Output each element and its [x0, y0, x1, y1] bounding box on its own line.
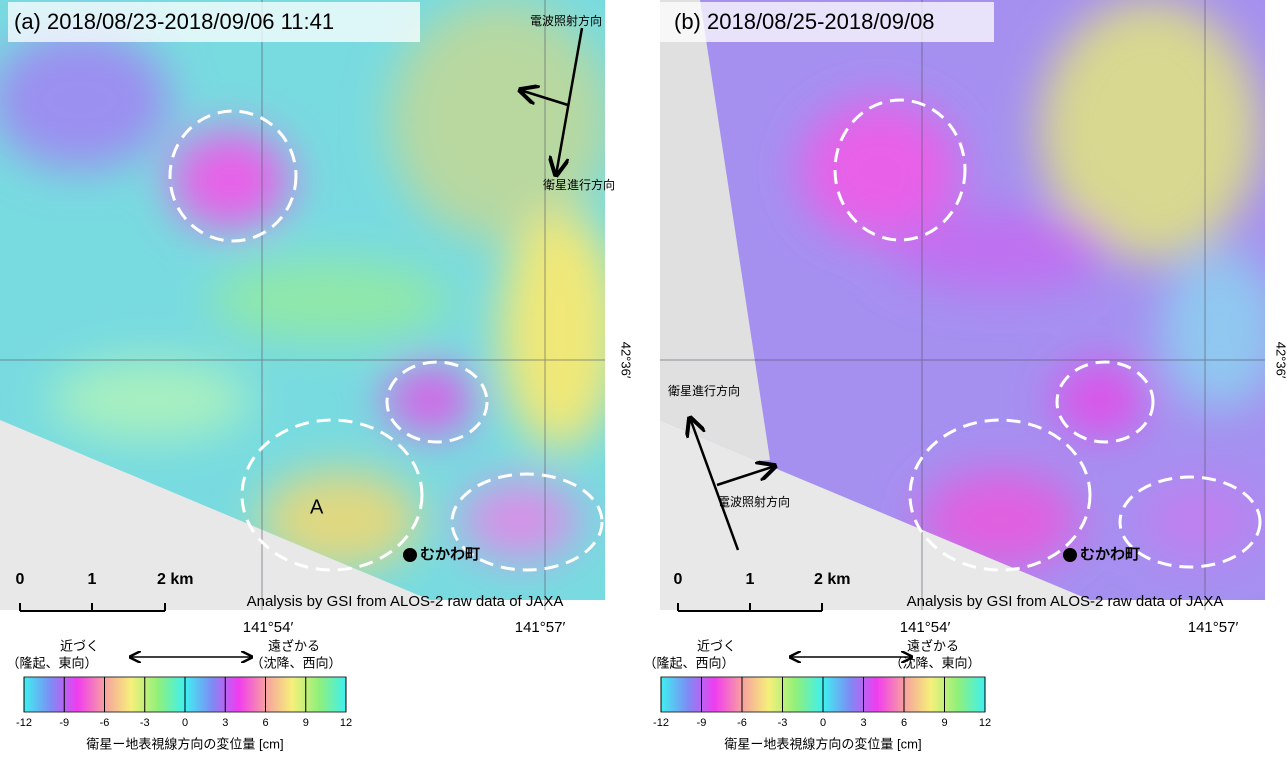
lat-label: 42°36′ [1274, 342, 1287, 379]
scale-label: 1 [746, 571, 755, 588]
colorbar-tick-label: -6 [100, 717, 110, 729]
legend-far-note: （沈降、西向） [250, 655, 341, 670]
flight-direction: 衛星進行方向 [668, 383, 740, 398]
legend-near: 近づく [60, 638, 99, 653]
colorbar-tick-label: 9 [941, 717, 947, 729]
map-b [660, 0, 1280, 657]
colorbar-tick-label: 9 [303, 717, 309, 729]
legend-near: 近づく [697, 638, 736, 653]
flight-direction: 衛星進行方向 [543, 177, 615, 192]
lon-label: 141°57′ [1188, 619, 1239, 636]
colorbar-tick-label: -9 [59, 717, 69, 729]
colorbar-tick-label: -3 [778, 717, 788, 729]
legend-near-note: （隆起、東向） [6, 655, 97, 670]
colorbar-tick-label: 0 [182, 717, 188, 729]
lon-label: 141°54′ [900, 619, 951, 636]
colorbar-tick-label: 3 [860, 717, 866, 729]
radar-direction: 電波照射方向 [718, 494, 790, 509]
colorbar-axis-label: 衛星ー地表視線方向の変位量 [cm] [86, 736, 283, 751]
credit: Analysis by GSI from ALOS-2 raw data of … [247, 593, 564, 610]
legend-far: 遠ざかる [268, 638, 320, 653]
scale-label: 0 [16, 571, 25, 588]
colorbar-tick-label: -3 [140, 717, 150, 729]
place-label: むかわ町 [420, 546, 480, 563]
colorbar-tick-label: 12 [340, 717, 352, 729]
scale-label: 1 [88, 571, 97, 588]
colorbar-tick-label: -12 [16, 717, 32, 729]
colorbar-tick-label: 0 [820, 717, 826, 729]
legend-near-note: （隆起、西向） [643, 655, 734, 670]
map-a [0, 0, 620, 657]
colorbar-tick-label: 12 [979, 717, 991, 729]
panel-title: (a) 2018/08/23-2018/09/06 11:41 [14, 9, 334, 34]
area-label: A [310, 496, 324, 518]
lon-label: 141°54′ [243, 619, 294, 636]
legend-far: 遠ざかる [907, 638, 959, 653]
figure: (a) 2018/08/23-2018/09/06 11:41電波照射方向衛星進… [0, 0, 1287, 758]
credit: Analysis by GSI from ALOS-2 raw data of … [907, 593, 1224, 610]
colorbar-tick-label: -9 [697, 717, 707, 729]
panel-title: (b) 2018/08/25-2018/09/08 [674, 9, 935, 34]
lat-label: 42°36′ [619, 342, 634, 379]
colorbar-tick-label: 6 [262, 717, 268, 729]
place-label: むかわ町 [1080, 546, 1140, 563]
colorbar-tick-label: 3 [222, 717, 228, 729]
scale-label: 2 km [814, 571, 850, 588]
colorbar-tick-label: -6 [737, 717, 747, 729]
lon-label: 141°57′ [515, 619, 566, 636]
colorbar-tick-label: -12 [653, 717, 669, 729]
legend-far-note: （沈降、東向） [889, 655, 980, 670]
colorbar-tick-label: 6 [901, 717, 907, 729]
radar-direction: 電波照射方向 [530, 13, 602, 28]
colorbar-axis-label: 衛星ー地表視線方向の変位量 [cm] [724, 736, 921, 751]
scale-label: 0 [674, 571, 683, 588]
scale-label: 2 km [157, 571, 193, 588]
